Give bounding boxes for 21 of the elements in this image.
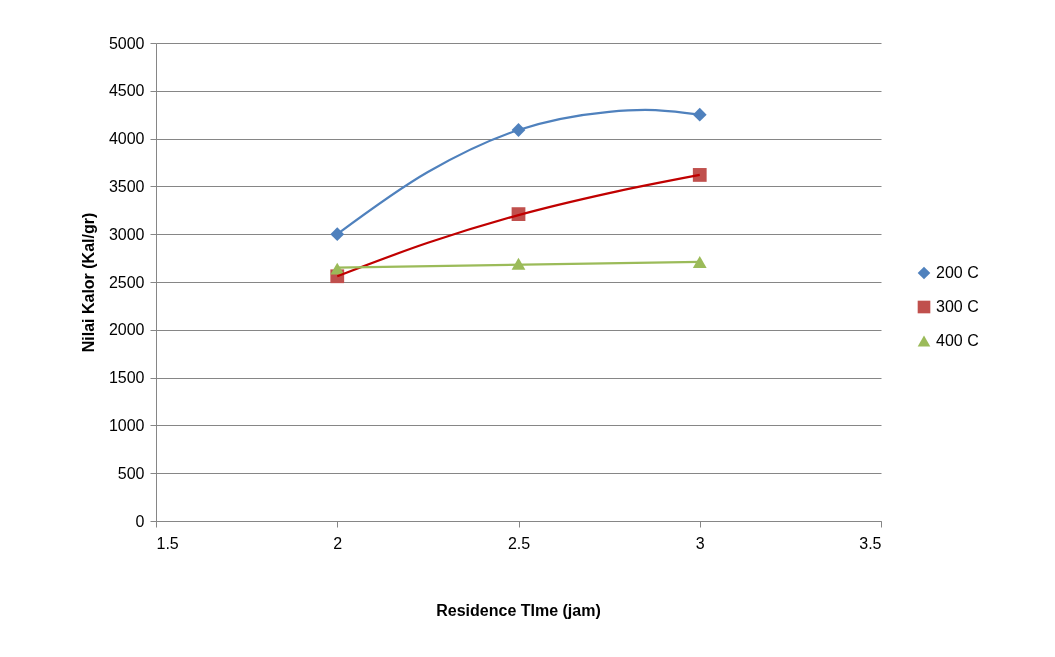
y-tick-label: 4500 bbox=[108, 82, 145, 100]
x-tick-label: 2 bbox=[333, 534, 343, 552]
legend-label: 200 C bbox=[936, 264, 979, 281]
y-axis-title: Nilai Kalor (Kal/gr) bbox=[79, 212, 97, 353]
x-tick-label: 3.5 bbox=[859, 534, 882, 552]
x-axis-title: Residence TIme (jam) bbox=[436, 602, 601, 619]
y-tick-label: 2500 bbox=[108, 273, 145, 291]
y-tick-label: 0 bbox=[135, 512, 145, 530]
legend-label: 300 C bbox=[936, 298, 979, 315]
y-tick-label: 3500 bbox=[108, 177, 145, 195]
y-tick-label: 5000 bbox=[108, 34, 145, 52]
y-tick-label: 500 bbox=[117, 464, 145, 482]
x-tick-label: 3 bbox=[695, 534, 705, 552]
y-tick-label: 1500 bbox=[108, 369, 145, 387]
y-tick-label: 1000 bbox=[108, 416, 145, 434]
y-tick-label: 2000 bbox=[108, 321, 145, 339]
y-tick-label: 4000 bbox=[108, 130, 145, 148]
x-tick-label: 1.5 bbox=[156, 534, 179, 552]
x-tick-label: 2.5 bbox=[507, 534, 531, 552]
y-tick-label: 3000 bbox=[108, 225, 145, 243]
legend-label: 400 C bbox=[936, 332, 979, 349]
